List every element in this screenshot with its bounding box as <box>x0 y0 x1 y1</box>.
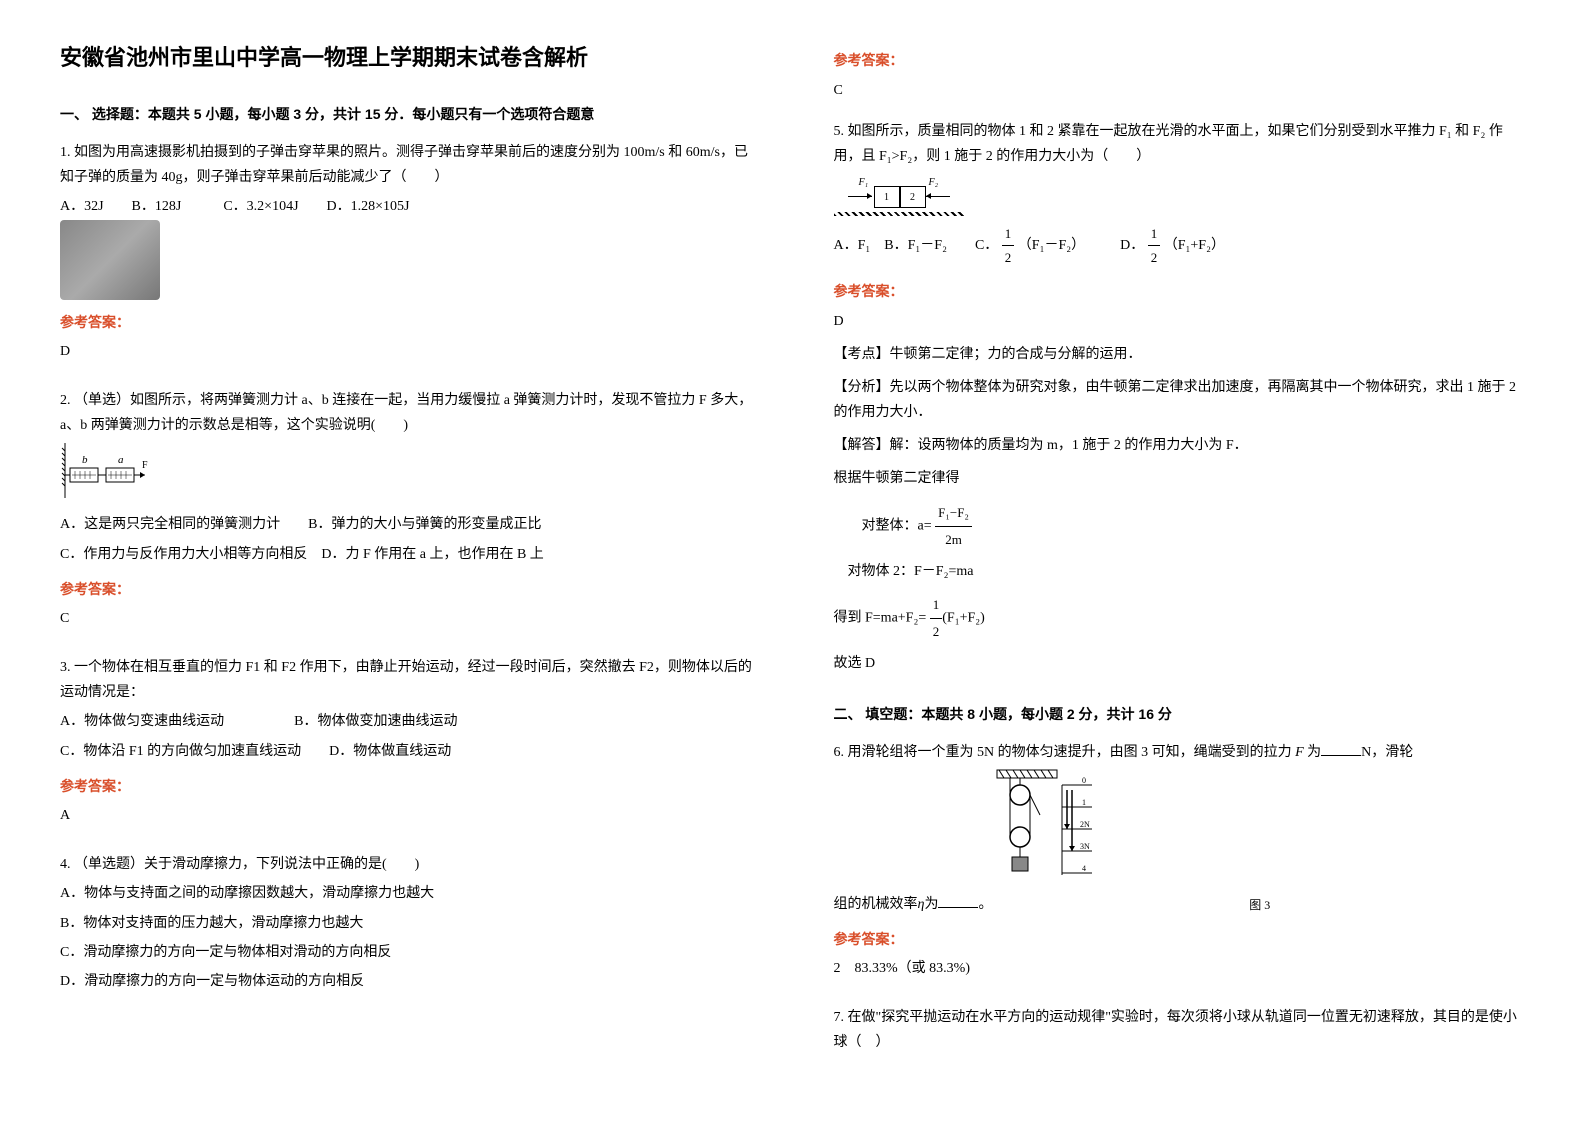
q6-text3end: 为 <box>924 897 938 912</box>
q5-conclusion: 故选 D <box>834 651 1528 676</box>
svg-text:a: a <box>118 454 124 466</box>
page-title: 安徽省池州市里山中学高一物理上学期期末试卷含解析 <box>60 40 754 72</box>
question-3: 3. 一个物体在相互垂直的恒力 F1 和 F2 作用下，由静止开始运动，经过一段… <box>60 655 754 836</box>
q1-options: A．32J B．128J C．3.2×104J D．1.28×105J <box>60 194 754 219</box>
q5-opt-prefix: A．F₁ B．F₁－F₂ C． <box>834 238 999 253</box>
q6-text3-line: 组的机械效率η为。 <box>834 892 993 917</box>
q5-answer: D <box>834 309 1528 334</box>
q4-optD: D．滑动摩擦力的方向一定与物体运动的方向相反 <box>60 969 754 994</box>
block-1: 1 <box>874 186 900 208</box>
fraction-half-1: 12 <box>1002 222 1015 270</box>
svg-text:1: 1 <box>1082 798 1086 807</box>
q5-formula2: 对物体 2：F－F₂=ma <box>834 559 1528 584</box>
q5-explain2: 【分析】先以两个物体整体为研究对象，由牛顿第二定律求出加速度，再隔离其中一个物体… <box>834 375 1528 425</box>
arrow-f2 <box>926 196 950 197</box>
block-diagram: F₁ 1 2 F₂ <box>834 176 964 216</box>
svg-text:2N: 2N <box>1080 820 1090 829</box>
q3-text: 3. 一个物体在相互垂直的恒力 F1 和 F2 作用下，由静止开始运动，经过一段… <box>60 655 754 705</box>
q3-options: A．物体做匀变速曲线运动 B．物体做变加速曲线运动 <box>60 709 754 734</box>
q2-answer: C <box>60 606 754 631</box>
q1-answer: D <box>60 339 754 364</box>
q2-options-ab: A．这是两只完全相同的弹簧测力计 B．弹力的大小与弹簧的形变量成正比 <box>60 512 754 537</box>
q3-optB: B．物体做变加速曲线运动 <box>294 714 457 729</box>
q4-ref-label: 参考答案： <box>834 50 1528 70</box>
q2-text: 2. （单选）如图所示，将两弹簧测力计 a、b 连接在一起，当用力缓慢拉 a 弹… <box>60 388 754 438</box>
right-column: 参考答案： C 5. 如图所示，质量相同的物体 1 和 2 紧靠在一起放在光滑的… <box>834 40 1528 1082</box>
q4-optC: C．滑动摩擦力的方向一定与物体相对滑动的方向相反 <box>60 940 754 965</box>
q6-text1end: 为 <box>1304 745 1322 760</box>
q6-answer: 2 83.33%（或 83.3%) <box>834 956 1528 981</box>
blank-1 <box>1321 742 1361 756</box>
q4-text: 4. （单选题）关于滑动摩擦力，下列说法中正确的是( ) <box>60 852 754 877</box>
spring-gauge-diagram: b a F <box>60 438 150 508</box>
svg-text:4: 4 <box>1082 864 1086 873</box>
f2-label: F₂ <box>929 174 939 192</box>
pulley-diagram: 0 1 2N 3N 4 <box>992 765 1102 895</box>
q3-optD: D．物体做直线运动 <box>329 744 451 759</box>
q7-text: 7. 在做"探究平抛运动在水平方向的运动规律"实验时，每次须将小球从轨道同一位置… <box>834 1005 1528 1055</box>
q3-optC: C．物体沿 F1 的方向做匀加速直线运动 <box>60 744 301 759</box>
formula3-frac: 12 <box>930 592 943 645</box>
q4-optB: B．物体对支持面的压力越大，滑动摩擦力也越大 <box>60 911 754 936</box>
q5-formula3: 得到 F=ma+F₂= 12(F₁+F₂) <box>834 592 1528 645</box>
svg-text:b: b <box>82 454 88 466</box>
section1-header: 一、 选择题：本题共 5 小题，每小题 3 分，共计 15 分．每小题只有一个选… <box>60 104 754 124</box>
formula3-label: 得到 F=ma+F₂= <box>834 611 927 626</box>
question-5: 5. 如图所示，质量相同的物体 1 和 2 紧靠在一起放在光滑的水平面上，如果它… <box>834 119 1528 684</box>
formula1-label: 对整体：a= <box>862 518 932 533</box>
q2-ref-label: 参考答案： <box>60 577 754 602</box>
blank-2 <box>938 894 978 908</box>
q3-options-cd: C．物体沿 F1 的方向做匀加速直线运动 D．物体做直线运动 <box>60 739 754 764</box>
q2-options-cd: C．作用力与反作用力大小相等方向相反 D．力 F 作用在 a 上，也作用在 B … <box>60 542 754 567</box>
arrow-f1 <box>848 196 872 197</box>
q5-opt-mid: （F₁－F₂） D． <box>1018 238 1144 253</box>
q6-F: F <box>1295 745 1304 760</box>
q5-ref-label: 参考答案： <box>834 279 1528 304</box>
q3-ref-label: 参考答案： <box>60 774 754 799</box>
q3-optA: A．物体做匀变速曲线运动 <box>60 714 224 729</box>
q5-explain4: 根据牛顿第二定律得 <box>834 466 1528 491</box>
section2-header: 二、 填空题：本题共 8 小题，每小题 2 分，共计 16 分 <box>834 704 1528 724</box>
q4-optA: A．物体与支持面之间的动摩擦因数越大，滑动摩擦力也越大 <box>60 881 754 906</box>
q5-opt-end: （F₁+F₂） <box>1164 238 1225 253</box>
question-4: 4. （单选题）关于滑动摩擦力，下列说法中正确的是( ) A．物体与支持面之间的… <box>60 852 754 994</box>
q4-answer: C <box>834 78 1528 103</box>
question-1: 1. 如图为用高速摄影机拍摄到的子弹击穿苹果的照片。测得子弹击穿苹果前后的速度分… <box>60 140 754 372</box>
q1-text: 1. 如图为用高速摄影机拍摄到的子弹击穿苹果的照片。测得子弹击穿苹果前后的速度分… <box>60 140 754 190</box>
formula1-frac: F₁−F₂2m <box>935 500 972 553</box>
fig3-caption: 图 3 <box>992 895 1527 917</box>
f1-label: F₁ <box>859 174 869 192</box>
svg-text:0: 0 <box>1082 776 1086 785</box>
q5-text: 5. 如图所示，质量相同的物体 1 和 2 紧靠在一起放在光滑的水平面上，如果它… <box>834 119 1528 169</box>
svg-text:3N: 3N <box>1080 842 1090 851</box>
bullet-apple-photo <box>60 220 160 300</box>
question-2: 2. （单选）如图所示，将两弹簧测力计 a、b 连接在一起，当用力缓慢拉 a 弹… <box>60 388 754 639</box>
block-2: 2 <box>900 186 926 208</box>
q6-text1: 6. 用滑轮组将一个重为 5N 的物体匀速提升，由图 3 可知，绳端受到的拉力 <box>834 745 1296 760</box>
q6-text: 6. 用滑轮组将一个重为 5N 的物体匀速提升，由图 3 可知，绳端受到的拉力 … <box>834 740 1528 765</box>
left-column: 安徽省池州市里山中学高一物理上学期期末试卷含解析 一、 选择题：本题共 5 小题… <box>60 40 754 1082</box>
q6-text3: 组的机械效率 <box>834 897 918 912</box>
q5-explain3: 【解答】解：设两物体的质量均为 m，1 施于 2 的作用力大小为 F． <box>834 433 1528 458</box>
q5-explain1: 【考点】牛顿第二定律；力的合成与分解的运用． <box>834 342 1528 367</box>
q6-text2: N，滑轮 <box>1361 745 1413 760</box>
formula2-text: 对物体 2：F－F₂=ma <box>848 564 974 579</box>
question-6: 6. 用滑轮组将一个重为 5N 的物体匀速提升，由图 3 可知，绳端受到的拉力 … <box>834 740 1528 989</box>
fraction-half-2: 12 <box>1148 222 1161 270</box>
svg-text:F: F <box>142 460 148 471</box>
q5-options: A．F₁ B．F₁－F₂ C． 12 （F₁－F₂） D． 12 （F₁+F₂） <box>834 222 1528 270</box>
question-7: 7. 在做"探究平抛运动在水平方向的运动规律"实验时，每次须将小球从轨道同一位置… <box>834 1005 1528 1055</box>
q1-ref-label: 参考答案： <box>60 310 754 335</box>
q5-formula1: 对整体：a= F₁−F₂2m <box>834 500 1528 553</box>
q6-ref-label: 参考答案： <box>834 927 1528 952</box>
q3-answer: A <box>60 803 754 828</box>
